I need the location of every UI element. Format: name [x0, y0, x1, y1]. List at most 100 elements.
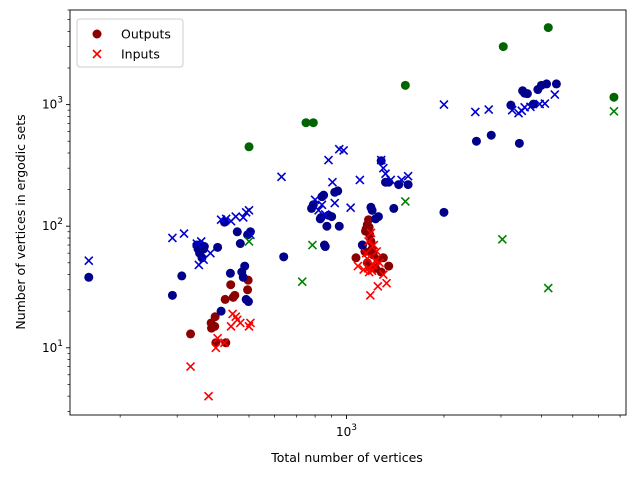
input-point-stroke	[232, 315, 242, 325]
input-point	[317, 200, 327, 210]
output-point	[609, 92, 619, 102]
output-point	[243, 285, 253, 295]
input-point-stroke	[525, 102, 536, 112]
output-point	[238, 272, 248, 282]
y-axis-label: Number of vertices in ergodic sets	[13, 114, 28, 329]
input-point	[313, 205, 324, 215]
legend-inputs-marker	[92, 49, 102, 59]
output-point	[220, 294, 230, 304]
output-point	[471, 136, 481, 146]
input-point-stroke	[372, 246, 382, 257]
input-point-stroke	[245, 318, 255, 328]
input-point	[550, 89, 560, 100]
input-point-stroke	[84, 256, 94, 266]
output-point	[221, 338, 231, 348]
input-point	[366, 228, 376, 238]
output-point	[400, 80, 410, 90]
input-point	[186, 362, 196, 372]
legend-inputs-label: Inputs	[121, 47, 160, 62]
input-point	[372, 246, 382, 257]
input-point-stroke	[386, 175, 396, 185]
input-point	[369, 240, 379, 250]
input-point-stroke	[353, 261, 363, 271]
input-point	[219, 338, 230, 348]
input-point	[84, 256, 94, 266]
input-point-stroke	[507, 105, 517, 115]
legend-outputs-marker	[92, 29, 102, 39]
input-point	[330, 198, 340, 208]
input-point	[376, 155, 386, 165]
output-point	[216, 306, 226, 316]
input-point-stroke	[470, 107, 480, 117]
input-point	[439, 100, 449, 110]
input-point-stroke	[484, 105, 494, 115]
legend-outputs-label: Outputs	[121, 27, 171, 42]
x-axis-ticks: 103	[119, 415, 621, 439]
input-point-stroke	[378, 163, 388, 173]
input-point-stroke	[366, 228, 376, 238]
input-point-stroke	[355, 175, 365, 185]
y-tick-label: 103	[42, 96, 63, 112]
y-tick-label: 101	[42, 339, 63, 355]
input-point-stroke	[339, 145, 349, 155]
input-point	[232, 315, 242, 325]
input-point-stroke	[363, 263, 373, 273]
output-point	[199, 242, 209, 252]
input-point-stroke	[540, 99, 550, 109]
output-point	[240, 261, 250, 271]
output-point	[210, 312, 220, 322]
output-point	[167, 290, 177, 300]
input-point-stroke	[330, 198, 340, 208]
input-point	[373, 281, 383, 291]
input-point	[307, 240, 317, 250]
output-point	[213, 242, 223, 252]
input-point-stroke	[244, 205, 254, 215]
input-point-stroke	[334, 144, 344, 154]
data-points	[84, 23, 619, 401]
input-point	[245, 318, 255, 328]
input-point-stroke	[310, 195, 320, 205]
output-point	[327, 212, 337, 222]
output-point	[333, 186, 343, 196]
input-point	[199, 255, 209, 265]
input-point-stroke	[245, 230, 255, 240]
input-point-stroke	[219, 338, 230, 348]
output-point	[389, 203, 399, 213]
input-point	[609, 106, 619, 116]
input-point	[386, 175, 396, 185]
input-point	[203, 391, 214, 401]
output-point	[384, 261, 394, 271]
output-point	[364, 215, 374, 225]
input-point-stroke	[378, 270, 388, 280]
output-point	[279, 252, 289, 262]
output-point	[308, 118, 318, 128]
input-point	[245, 230, 255, 240]
input-point	[238, 212, 248, 223]
output-point	[543, 23, 553, 33]
input-point-stroke	[376, 155, 386, 165]
input-point-stroke	[363, 236, 374, 246]
input-point	[205, 248, 215, 258]
input-point	[297, 277, 307, 287]
input-point-stroke	[369, 240, 379, 250]
input-point	[213, 333, 223, 343]
input-point	[231, 212, 241, 222]
input-point-stroke	[371, 256, 381, 266]
input-point-stroke	[186, 362, 196, 372]
input-point	[346, 203, 356, 213]
input-point-stroke	[400, 196, 410, 206]
input-point-stroke	[439, 100, 449, 110]
output-point	[373, 212, 383, 222]
output-point	[542, 79, 552, 89]
output-point	[301, 118, 311, 128]
input-point-stroke	[367, 266, 377, 276]
output-point	[186, 329, 196, 339]
input-point-stroke	[397, 175, 407, 185]
input-point-stroke	[368, 260, 378, 270]
input-point	[470, 107, 480, 117]
output-point	[322, 221, 332, 231]
input-point	[378, 270, 388, 280]
input-point-stroke	[320, 209, 330, 219]
legend: Outputs Inputs	[76, 18, 184, 68]
